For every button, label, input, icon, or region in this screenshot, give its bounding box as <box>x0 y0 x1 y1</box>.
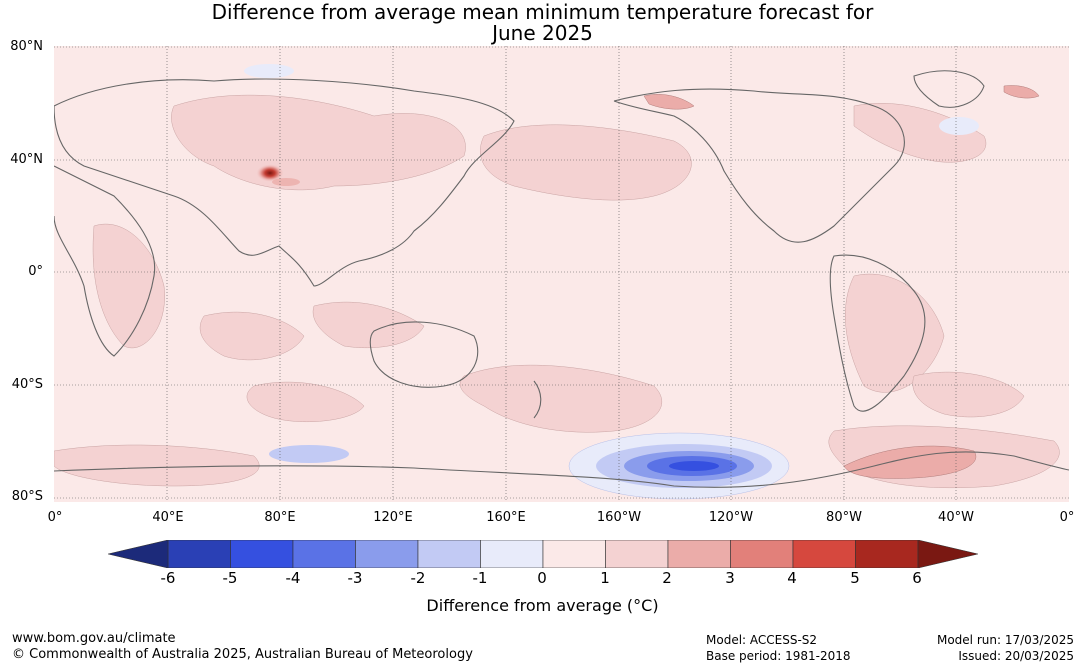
colorbar-cell <box>417 540 481 568</box>
lat-label-40n: 40°N <box>10 152 43 167</box>
colorbar-extend-low <box>108 540 169 568</box>
cool-patch-north-asia <box>244 64 294 78</box>
warm-patch-maritime <box>312 301 425 349</box>
colorbar-tick-neg2: -2 <box>410 569 426 587</box>
colorbar-extend-high <box>917 540 978 568</box>
moderate-warm-patch-weddell <box>843 445 977 479</box>
colorbar-cell <box>792 540 856 568</box>
moderate-warm-patch-alaska <box>643 94 695 110</box>
warm-patch-africa <box>92 223 165 349</box>
cool-patch-indian-south <box>269 445 349 463</box>
colorbar-cell <box>542 540 606 568</box>
colorbar-tick-0: 0 <box>537 569 547 587</box>
coast-eurasia <box>54 78 515 287</box>
lon-label-40e: 40°E <box>152 510 184 525</box>
moderate-warm-patches <box>643 85 1040 479</box>
footer-issued: Issued: 20/03/2025 <box>958 649 1074 663</box>
colorbar-cell <box>855 540 919 568</box>
coast-australia <box>369 321 479 388</box>
coastlines <box>54 70 1069 488</box>
cool-pool-core <box>669 461 719 471</box>
warm-patch-north-pacific <box>480 124 692 201</box>
lat-label-40s: 40°S <box>11 377 43 392</box>
warm-patch-north-atlantic <box>853 103 987 163</box>
warm-patch-indian-ocean <box>199 311 305 361</box>
colorbar-tick-neg5: -5 <box>222 569 238 587</box>
colorbar-cell <box>480 540 544 568</box>
colorbar-tick-6: 6 <box>912 569 922 587</box>
hot-spot-tibet <box>256 164 284 182</box>
coast-africa <box>54 165 156 357</box>
lon-label-0-east: 0° <box>1059 510 1075 525</box>
colorbar-tick-3: 3 <box>725 569 735 587</box>
coast-greenland <box>913 70 985 108</box>
footer-base-period: Base period: 1981-2018 <box>706 649 851 663</box>
colorbar-tick-4: 4 <box>787 569 797 587</box>
warm-patch-south-pacific <box>459 364 662 433</box>
anomaly-map <box>54 46 1069 502</box>
colorbar-cell <box>355 540 419 568</box>
colorbar-cell <box>167 540 231 568</box>
coast-north-america <box>613 88 905 243</box>
colorbar-tick-1: 1 <box>600 569 610 587</box>
warm-patch-south-atlantic <box>912 371 1025 418</box>
colorbar-tick-neg4: -4 <box>285 569 301 587</box>
colorbar-cell <box>605 540 669 568</box>
warm-patch-south-indian <box>246 381 365 423</box>
gridlines <box>54 46 1069 502</box>
warm-anomaly-patches <box>54 94 1060 489</box>
colorbar-tick-neg6: -6 <box>160 569 176 587</box>
cool-patch-atlantic <box>939 117 979 135</box>
colorbar-cell <box>292 540 356 568</box>
hot-spot-tibet-tail <box>272 178 300 186</box>
lon-label-80w: 80°W <box>826 510 862 525</box>
colorbar-title: Difference from average (°C) <box>426 596 659 615</box>
footer-copyright: © Commonwealth of Australia 2025, Austra… <box>12 647 473 662</box>
footer-url: www.bom.gov.au/climate <box>12 631 176 646</box>
lat-label-80n: 80°N <box>10 39 43 54</box>
colorbar-tick-neg3: -3 <box>347 569 363 587</box>
lon-label-40w: 40°W <box>938 510 974 525</box>
colorbar-cell <box>667 540 731 568</box>
colorbar-tick-neg1: -1 <box>472 569 488 587</box>
chart-title-line-2: June 2025 <box>492 21 593 45</box>
colorbar-cell <box>730 540 794 568</box>
cool-anomaly-patches <box>244 64 979 500</box>
colorbar <box>108 540 978 568</box>
coast-antarctica <box>54 451 1069 488</box>
lon-label-160e: 160°E <box>486 510 526 525</box>
coast-south-america <box>829 254 926 412</box>
warm-patch-antarctic-west <box>54 444 260 487</box>
colorbar-tick-5: 5 <box>850 569 860 587</box>
lon-label-80e: 80°E <box>264 510 296 525</box>
coast-new-zealand <box>533 380 542 419</box>
chart-title-line-1: Difference from average mean minimum tem… <box>211 0 874 24</box>
lon-label-0: 0° <box>47 510 63 525</box>
warm-patch-asia <box>171 94 466 191</box>
lon-label-120w: 120°W <box>708 510 754 525</box>
lat-label-80s: 80°S <box>11 489 43 504</box>
lon-label-160w: 160°W <box>596 510 642 525</box>
lat-label-0: 0° <box>28 264 43 279</box>
moderate-warm-patch-greenland <box>1003 85 1040 99</box>
footer-model: Model: ACCESS-S2 <box>706 633 818 647</box>
colorbar-tick-2: 2 <box>662 569 672 587</box>
lon-label-120e: 120°E <box>373 510 413 525</box>
colorbar-cell <box>230 540 294 568</box>
footer-model-run: Model run: 17/03/2025 <box>936 633 1074 647</box>
